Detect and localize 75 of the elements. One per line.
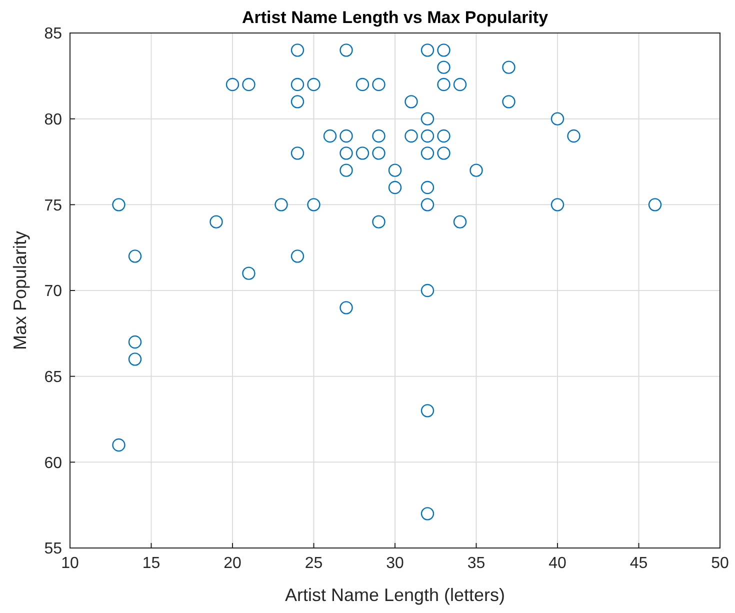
point bbox=[128, 352, 142, 366]
x-tick-label: 40 bbox=[548, 555, 566, 572]
point bbox=[307, 78, 320, 92]
point bbox=[356, 78, 370, 92]
point bbox=[340, 301, 353, 314]
point bbox=[226, 78, 240, 92]
x-tick-label: 10 bbox=[61, 555, 79, 572]
point bbox=[356, 146, 370, 160]
point bbox=[274, 198, 288, 212]
x-axis-title: Artist Name Length (letters) bbox=[284, 585, 506, 605]
point bbox=[372, 78, 386, 92]
point bbox=[372, 129, 386, 143]
y-tick-label: 85 bbox=[44, 26, 62, 43]
point bbox=[112, 438, 126, 452]
x-tick-label: 30 bbox=[386, 555, 404, 572]
point bbox=[437, 146, 450, 160]
point bbox=[340, 146, 353, 160]
x-tick-label: 50 bbox=[711, 555, 729, 572]
point bbox=[307, 198, 320, 212]
x-tick-label: 25 bbox=[304, 555, 323, 572]
point bbox=[502, 60, 516, 74]
point bbox=[128, 335, 142, 349]
point bbox=[420, 284, 434, 298]
point bbox=[404, 95, 418, 108]
y-axis-title: Max Popularity bbox=[10, 230, 30, 350]
point bbox=[420, 507, 434, 520]
chart-title: Artist Name Length vs Max Popularity bbox=[242, 8, 549, 27]
y-tick-label: 55 bbox=[44, 540, 62, 558]
y-tick-label: 70 bbox=[44, 283, 62, 300]
y-tick-label: 80 bbox=[44, 111, 62, 128]
point bbox=[437, 44, 450, 57]
point bbox=[372, 215, 386, 228]
point bbox=[388, 164, 402, 177]
x-tick-label: 20 bbox=[224, 555, 242, 572]
point bbox=[112, 198, 126, 212]
point bbox=[323, 129, 337, 143]
point bbox=[290, 78, 304, 92]
x-tick-label: 15 bbox=[142, 555, 160, 572]
point bbox=[550, 198, 564, 212]
point bbox=[420, 198, 434, 212]
point bbox=[648, 198, 662, 212]
point bbox=[290, 250, 304, 263]
point bbox=[404, 129, 418, 143]
point bbox=[128, 250, 142, 263]
y-tick-label: 60 bbox=[44, 454, 62, 472]
point bbox=[437, 129, 450, 143]
point bbox=[420, 404, 434, 418]
point bbox=[242, 78, 256, 92]
point bbox=[453, 215, 467, 228]
point bbox=[340, 164, 353, 177]
point bbox=[437, 78, 450, 92]
y-tick-label: 75 bbox=[44, 197, 62, 214]
x-tick-label: 35 bbox=[467, 555, 486, 572]
point bbox=[388, 180, 402, 194]
point bbox=[340, 129, 353, 143]
point bbox=[437, 60, 450, 74]
y-tick-label: 65 bbox=[44, 368, 62, 386]
point bbox=[340, 44, 353, 57]
point bbox=[502, 95, 516, 108]
point bbox=[210, 215, 223, 228]
point bbox=[420, 129, 434, 143]
point bbox=[290, 146, 304, 160]
point bbox=[290, 44, 304, 57]
point bbox=[420, 44, 434, 57]
x-tick-label: 45 bbox=[630, 555, 648, 572]
point bbox=[420, 112, 434, 126]
point bbox=[290, 95, 304, 108]
point bbox=[242, 266, 256, 280]
point bbox=[453, 78, 467, 92]
point bbox=[420, 180, 434, 194]
point bbox=[372, 146, 386, 160]
point bbox=[550, 112, 564, 126]
point bbox=[567, 129, 580, 143]
point bbox=[470, 164, 483, 177]
point bbox=[420, 146, 434, 160]
